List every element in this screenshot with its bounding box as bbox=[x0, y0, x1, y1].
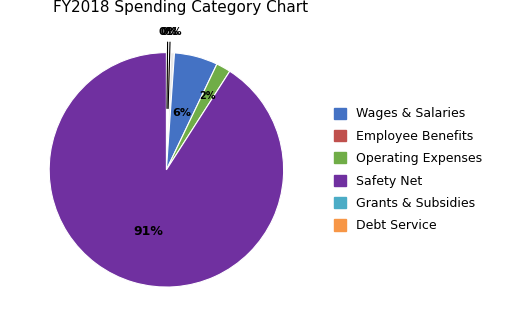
Text: 0%: 0% bbox=[158, 27, 177, 109]
Text: 0%: 0% bbox=[161, 27, 180, 109]
Text: 6%: 6% bbox=[172, 108, 191, 118]
Wedge shape bbox=[49, 53, 283, 287]
Wedge shape bbox=[166, 53, 217, 170]
Legend: Wages & Salaries, Employee Benefits, Operating Expenses, Safety Net, Grants & Su: Wages & Salaries, Employee Benefits, Ope… bbox=[334, 107, 483, 232]
Title: FY2018 Spending Category Chart: FY2018 Spending Category Chart bbox=[54, 0, 308, 15]
Text: 2%: 2% bbox=[199, 91, 216, 101]
Wedge shape bbox=[166, 53, 168, 170]
Wedge shape bbox=[166, 64, 230, 170]
Wedge shape bbox=[166, 53, 175, 170]
Text: 91%: 91% bbox=[133, 225, 163, 238]
Text: 1%: 1% bbox=[165, 27, 182, 37]
Wedge shape bbox=[166, 53, 171, 170]
